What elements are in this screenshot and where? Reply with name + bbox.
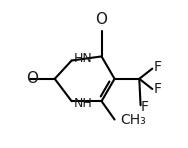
Text: F: F (141, 100, 149, 114)
Text: O: O (26, 71, 38, 86)
Text: F: F (154, 60, 162, 74)
Text: O: O (96, 12, 108, 27)
Text: HN: HN (74, 52, 93, 65)
Text: CH₃: CH₃ (120, 112, 146, 127)
Text: F: F (154, 82, 162, 96)
Text: NH: NH (74, 97, 93, 110)
